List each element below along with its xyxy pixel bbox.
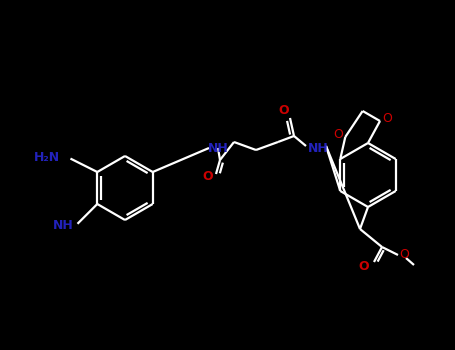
Text: O: O [359, 259, 369, 273]
Text: NH: NH [53, 219, 74, 232]
Text: O: O [382, 112, 392, 125]
Text: O: O [202, 169, 213, 182]
Text: O: O [399, 248, 409, 261]
Text: O: O [278, 105, 289, 118]
Text: NH: NH [308, 141, 329, 154]
Text: H₂N: H₂N [34, 151, 61, 164]
Text: O: O [334, 127, 343, 140]
Text: NH: NH [207, 141, 228, 154]
